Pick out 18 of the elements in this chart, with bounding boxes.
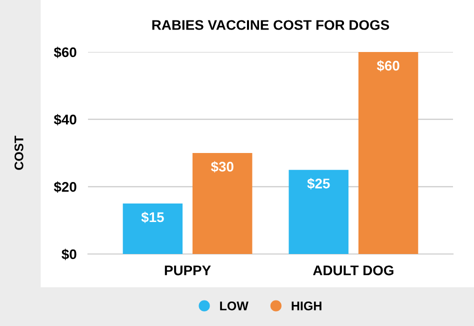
bar	[358, 52, 418, 254]
y-axis-title: COST	[14, 136, 24, 170]
bar	[192, 153, 252, 254]
x-tick-label: ADULT DOG	[313, 265, 394, 276]
data-label: $25	[307, 178, 330, 190]
chart-title: RABIES VACCINE COST FOR DOGS	[152, 20, 390, 30]
y-tick-label: $60	[54, 46, 76, 58]
bar	[288, 170, 348, 254]
y-tick-label: $40	[54, 114, 76, 126]
legend-label: HIGH	[292, 302, 322, 310]
x-tick-label: PUPPY	[164, 266, 211, 276]
data-label: $15	[141, 212, 164, 224]
y-tick-label: $0	[62, 248, 76, 260]
data-label: $30	[210, 161, 234, 173]
y-tick-label: $20	[54, 181, 76, 193]
data-label: $60	[376, 60, 400, 72]
bar	[122, 204, 183, 254]
legend-label: LOW	[220, 302, 248, 310]
